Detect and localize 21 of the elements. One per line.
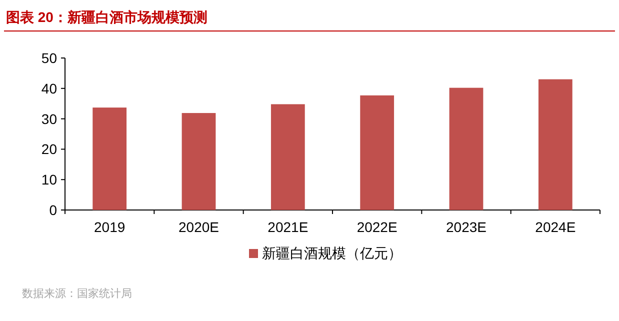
chart-title: 图表 20：新疆白酒市场规模预测 <box>6 9 208 25</box>
x-tick-label: 2021E <box>268 219 308 235</box>
x-tick-label: 2019 <box>94 219 126 235</box>
bar <box>92 108 127 210</box>
y-tick-label: 40 <box>41 80 58 96</box>
bar <box>182 113 216 210</box>
x-tick-label: 2020E <box>178 219 219 235</box>
y-tick-label: 0 <box>49 202 58 218</box>
bar <box>449 88 484 210</box>
bar <box>270 104 305 210</box>
y-tick-label: 10 <box>41 172 58 188</box>
bar <box>360 95 394 210</box>
legend-label: 新疆白酒规模（亿元） <box>262 245 402 261</box>
source-note: 数据来源：国家统计局 <box>22 287 132 300</box>
y-tick-label: 20 <box>41 141 58 158</box>
bar <box>538 79 572 210</box>
x-tick-label: 2022E <box>356 219 398 235</box>
y-tick-label: 30 <box>41 110 58 127</box>
y-tick-label: 50 <box>41 50 58 66</box>
x-tick-label: 2024E <box>535 219 576 235</box>
x-tick-label: 2023E <box>446 219 486 235</box>
